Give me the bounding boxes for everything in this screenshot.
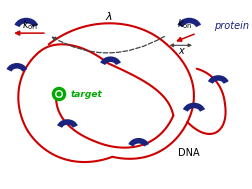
Text: $\lambda$: $\lambda$ bbox=[105, 10, 113, 22]
FancyArrowPatch shape bbox=[171, 44, 191, 47]
FancyArrowPatch shape bbox=[16, 31, 44, 35]
FancyArrowPatch shape bbox=[52, 36, 164, 53]
Text: $k_{\rm on}$: $k_{\rm on}$ bbox=[177, 17, 192, 31]
Text: $k_{\rm off}$: $k_{\rm off}$ bbox=[22, 18, 38, 32]
Circle shape bbox=[52, 88, 66, 101]
FancyArrowPatch shape bbox=[177, 34, 194, 41]
Circle shape bbox=[57, 92, 61, 96]
Text: protein: protein bbox=[214, 21, 249, 31]
Text: $x$: $x$ bbox=[178, 46, 186, 56]
Text: DNA: DNA bbox=[178, 148, 200, 158]
Circle shape bbox=[56, 91, 62, 97]
Text: target: target bbox=[70, 90, 102, 98]
